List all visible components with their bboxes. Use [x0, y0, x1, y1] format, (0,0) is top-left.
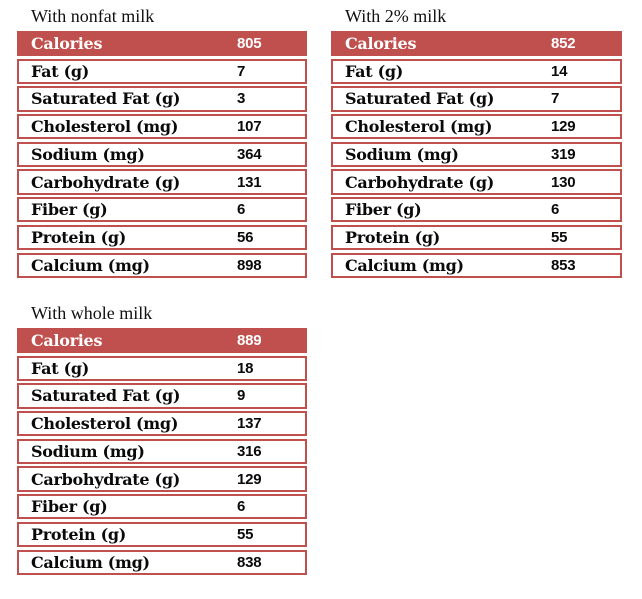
nutrition-table: Calories 852 Fat (g) 14 Saturated Fat (g…: [331, 31, 622, 278]
nutrient-label: Protein (g): [345, 227, 441, 247]
nutrient-value: 316: [237, 442, 262, 460]
nutrient-value: 805: [237, 35, 262, 53]
nutrient-value: 852: [551, 35, 576, 53]
nutrition-table: Calories 805 Fat (g) 7 Saturated Fat (g)…: [17, 31, 307, 278]
nutrient-label: Cholesterol (mg): [345, 117, 493, 137]
table-row: Saturated Fat (g) 7: [331, 86, 622, 112]
table-title-whole-milk: With whole milk: [31, 303, 153, 323]
nutrient-value: 129: [237, 470, 262, 488]
table-row: Fat (g) 7: [17, 58, 307, 84]
nutrient-label: Protein (g): [31, 524, 127, 544]
nutrition-table: Calories 889 Fat (g) 18 Saturated Fat (g…: [17, 328, 307, 575]
nutrient-label: Sodium (mg): [31, 144, 145, 164]
table-row: Calcium (mg) 838: [17, 549, 307, 575]
table-row: Carbohydrate (g) 130: [331, 169, 622, 195]
table-row: Cholesterol (mg) 137: [17, 411, 307, 437]
table-row: Carbohydrate (g) 129: [17, 466, 307, 492]
nutrient-value: 6: [237, 201, 246, 219]
nutrient-label: Fat (g): [31, 358, 90, 378]
nutrient-value: 838: [237, 553, 262, 571]
nutrient-label: Protein (g): [31, 227, 127, 247]
nutrient-label: Sodium (mg): [345, 144, 459, 164]
nutrition-table-nonfat-milk: With nonfat milk Calories 805 Fat (g) 7 …: [17, 6, 307, 278]
nutrient-label: Cholesterol (mg): [31, 117, 179, 137]
nutrient-value: 364: [237, 145, 262, 163]
nutrition-table-2-percent-milk: With 2% milk Calories 852 Fat (g) 14 Sat…: [331, 6, 622, 278]
table-row: Protein (g) 55: [331, 224, 622, 250]
table-row: Calcium (mg) 853: [331, 252, 622, 278]
table-row: Sodium (mg) 364: [17, 141, 307, 167]
nutrient-value: 3: [237, 90, 246, 108]
nutrient-label: Saturated Fat (g): [345, 89, 495, 109]
table-row: Fiber (g) 6: [331, 197, 622, 223]
nutrient-value: 56: [237, 228, 254, 246]
nutrient-value: 898: [237, 256, 262, 274]
nutrient-value: 889: [237, 332, 262, 350]
nutrient-value: 7: [551, 90, 560, 108]
nutrient-value: 6: [551, 201, 560, 219]
nutrient-label: Carbohydrate (g): [345, 172, 494, 192]
table-header-row: Calories 889: [17, 328, 307, 354]
nutrient-value: 14: [551, 62, 568, 80]
nutrient-label: Saturated Fat (g): [31, 386, 181, 406]
table-row: Fiber (g) 6: [17, 494, 307, 520]
table-row: Fiber (g) 6: [17, 197, 307, 223]
nutrient-label: Calcium (mg): [31, 255, 150, 275]
nutrient-value: 55: [551, 228, 568, 246]
table-row: Protein (g) 56: [17, 224, 307, 250]
table-row: Calcium (mg) 898: [17, 252, 307, 278]
nutrient-value: 7: [237, 62, 246, 80]
nutrient-label: Calories: [31, 331, 103, 351]
nutrient-label: Carbohydrate (g): [31, 172, 180, 192]
table-title-nonfat-milk: With nonfat milk: [31, 6, 155, 26]
nutrient-label: Calories: [31, 34, 103, 54]
nutrient-value: 853: [551, 256, 576, 274]
nutrient-label: Carbohydrate (g): [31, 469, 180, 489]
nutrient-value: 129: [551, 118, 576, 136]
nutrient-label: Fiber (g): [31, 497, 108, 517]
nutrient-value: 18: [237, 359, 254, 377]
table-row: Fat (g) 18: [17, 355, 307, 381]
table-row: Cholesterol (mg) 107: [17, 114, 307, 140]
nutrient-label: Calcium (mg): [31, 552, 150, 572]
nutrient-label: Fiber (g): [345, 200, 422, 220]
nutrient-label: Cholesterol (mg): [31, 414, 179, 434]
nutrient-value: 131: [237, 173, 262, 191]
table-row: Sodium (mg) 316: [17, 438, 307, 464]
table-row: Saturated Fat (g) 3: [17, 86, 307, 112]
table-row: Fat (g) 14: [331, 58, 622, 84]
table-row: Sodium (mg) 319: [331, 141, 622, 167]
nutrient-label: Saturated Fat (g): [31, 89, 181, 109]
nutrient-label: Calcium (mg): [345, 255, 464, 275]
table-row: Protein (g) 55: [17, 521, 307, 547]
nutrient-label: Fat (g): [345, 61, 404, 81]
table-row: Saturated Fat (g) 9: [17, 383, 307, 409]
table-row: Cholesterol (mg) 129: [331, 114, 622, 140]
nutrition-table-whole-milk: With whole milk Calories 889 Fat (g) 18 …: [17, 303, 307, 575]
nutrient-value: 9: [237, 387, 246, 405]
nutrient-value: 137: [237, 415, 262, 433]
nutrient-label: Fat (g): [31, 61, 90, 81]
nutrient-value: 107: [237, 118, 262, 136]
table-header-row: Calories 852: [331, 31, 622, 57]
nutrient-label: Fiber (g): [31, 200, 108, 220]
nutrient-value: 319: [551, 145, 576, 163]
nutrient-label: Sodium (mg): [31, 441, 145, 461]
table-title-2-percent-milk: With 2% milk: [345, 6, 447, 26]
nutrient-value: 130: [551, 173, 576, 191]
nutrient-label: Calories: [345, 34, 417, 54]
nutrient-value: 6: [237, 498, 246, 516]
table-header-row: Calories 805: [17, 31, 307, 57]
nutrient-value: 55: [237, 525, 254, 543]
table-row: Carbohydrate (g) 131: [17, 169, 307, 195]
